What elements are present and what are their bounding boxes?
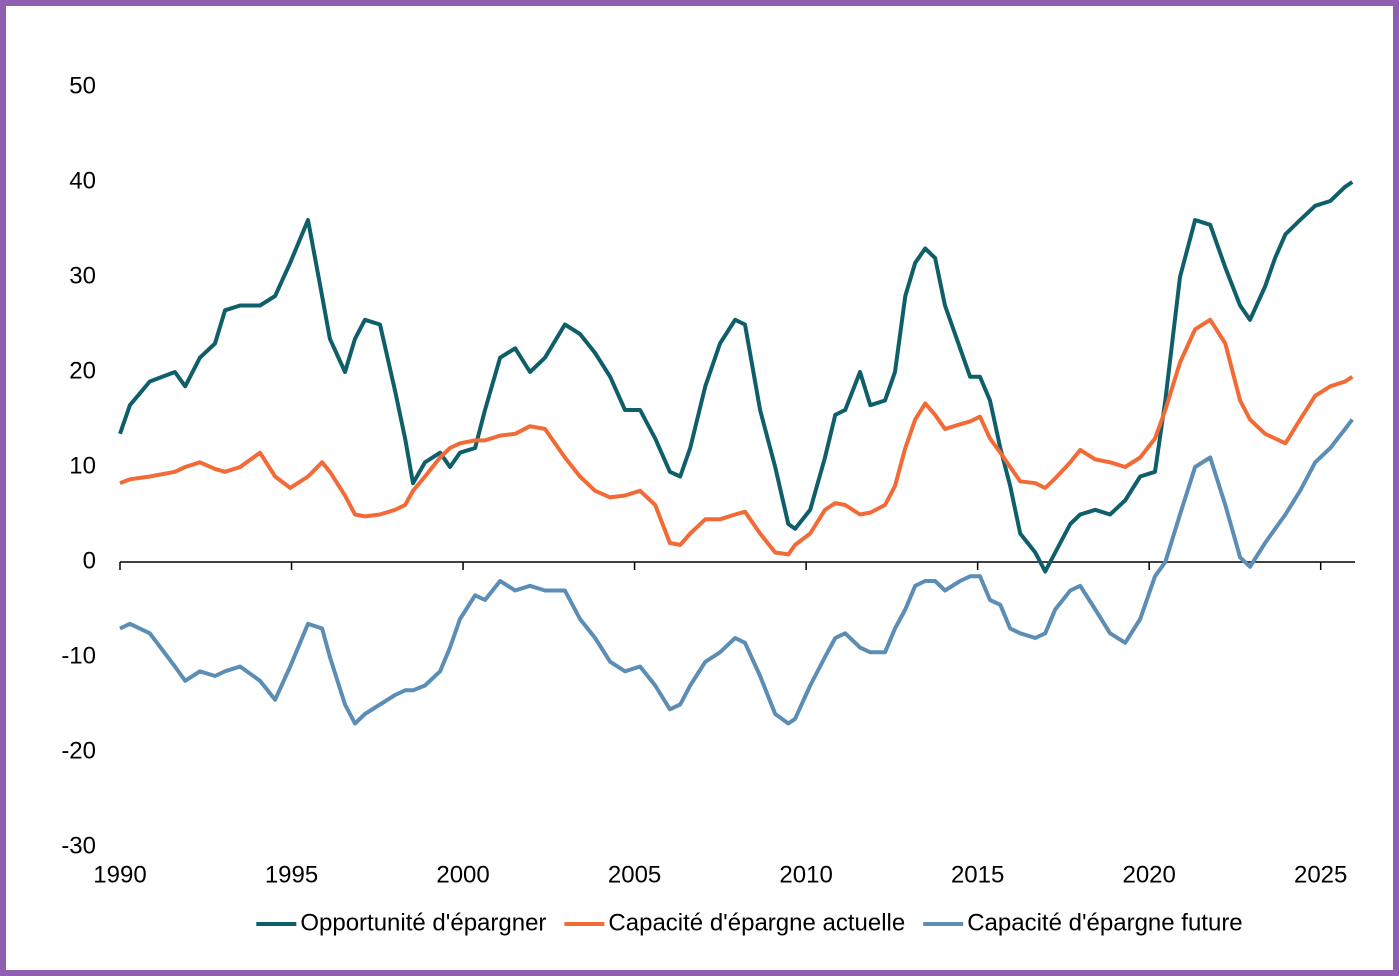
x-tick-label: 2000 bbox=[436, 861, 489, 888]
x-tick-label: 2025 bbox=[1294, 861, 1347, 888]
x-tick-label: 1995 bbox=[265, 861, 318, 888]
y-tick-label: 50 bbox=[69, 72, 96, 99]
x-tick-label: 2010 bbox=[779, 861, 832, 888]
y-tick-label: 0 bbox=[83, 547, 96, 574]
y-tick-label: -10 bbox=[61, 642, 96, 669]
y-tick-label: -30 bbox=[61, 832, 96, 859]
line-series bbox=[119, 317, 1354, 557]
line-series bbox=[119, 418, 1354, 726]
legend-label: Capacité d'épargne actuelle bbox=[608, 909, 905, 936]
x-tick-label: 2015 bbox=[951, 861, 1004, 888]
y-tick-label: 10 bbox=[69, 452, 96, 479]
y-tick-label: 20 bbox=[69, 357, 96, 384]
x-tick-label: 2005 bbox=[608, 861, 661, 888]
y-tick-label: 30 bbox=[69, 262, 96, 289]
legend-label: Capacité d'épargne future bbox=[967, 909, 1242, 936]
y-tick-label: -20 bbox=[61, 737, 96, 764]
y-tick-label: 40 bbox=[69, 167, 96, 194]
x-tick-label: 1990 bbox=[93, 861, 146, 888]
x-tick-label: 2020 bbox=[1122, 861, 1175, 888]
legend-label: Opportunité d'épargner bbox=[300, 909, 546, 936]
line-series bbox=[118, 180, 1354, 574]
